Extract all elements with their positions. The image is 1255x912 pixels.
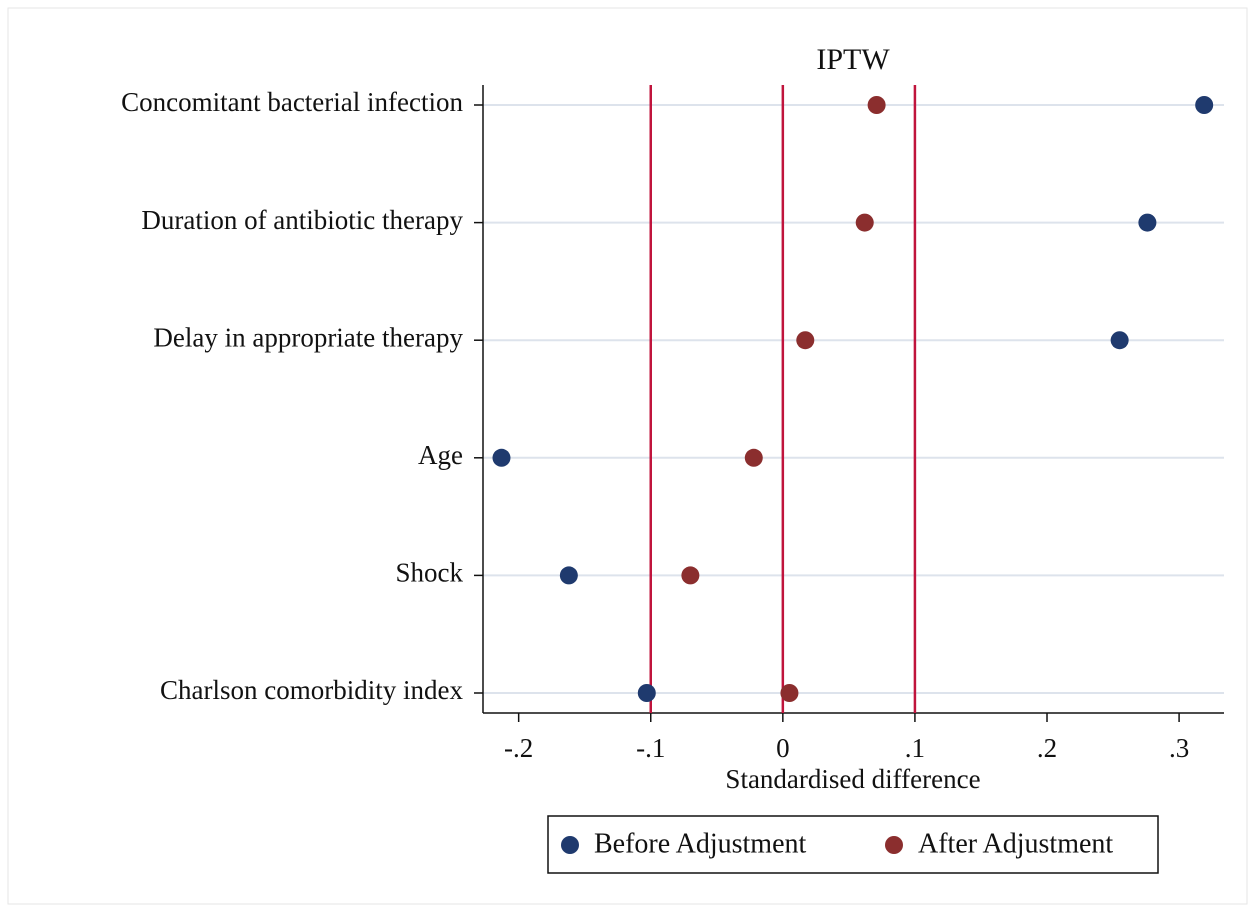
frame xyxy=(7,7,1248,905)
y-tick-label: Delay in appropriate therapy xyxy=(153,322,463,352)
x-tick-label: .3 xyxy=(1169,733,1189,763)
y-tick-label: Duration of antibiotic therapy xyxy=(141,205,463,235)
point xyxy=(559,566,578,585)
x-tick-label: -.2 xyxy=(504,733,533,763)
legend-box xyxy=(547,815,1159,874)
point xyxy=(867,96,886,114)
point xyxy=(796,331,815,350)
point xyxy=(681,566,700,585)
point xyxy=(492,448,511,467)
x-tick-label: .1 xyxy=(905,733,925,763)
x-axis-label: Standardised difference xyxy=(725,764,980,794)
chart-title: IPTW xyxy=(816,43,890,76)
x-tick-label: 0 xyxy=(776,733,790,763)
y-tick-label: Concomitant bacterial infection xyxy=(121,87,463,117)
point xyxy=(780,684,799,702)
legend-label: After Adjustment xyxy=(918,828,1113,859)
point xyxy=(1195,96,1214,114)
point xyxy=(855,213,874,232)
legend-label: Before Adjustment xyxy=(594,828,807,859)
y-tick-label: Age xyxy=(418,440,463,470)
point xyxy=(637,684,656,702)
x-tick-label: .2 xyxy=(1037,733,1057,763)
y-tick-label: Charlson comorbidity index xyxy=(160,675,463,705)
y-tick-label: Shock xyxy=(396,558,464,588)
x-tick-label: -.1 xyxy=(636,733,665,763)
point xyxy=(744,448,763,467)
point xyxy=(1138,213,1157,232)
legend-marker xyxy=(561,836,579,854)
point xyxy=(1110,331,1129,350)
legend-marker xyxy=(885,836,903,854)
